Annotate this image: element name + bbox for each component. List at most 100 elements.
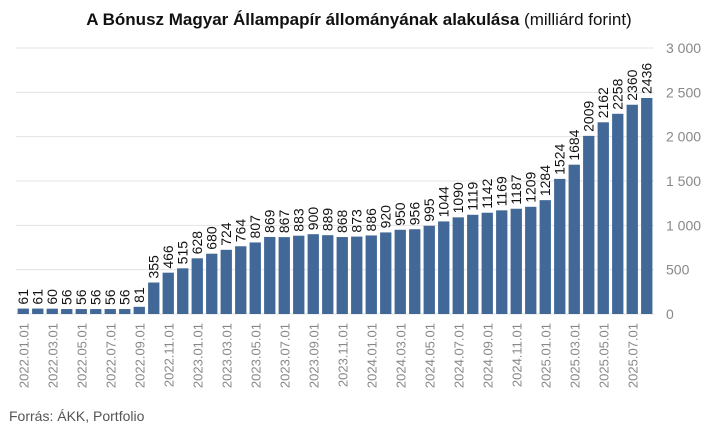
data-label: 764	[233, 219, 249, 243]
bar	[90, 309, 102, 314]
data-label: 867	[276, 210, 292, 234]
x-tick-label: 2023.03.01	[219, 323, 234, 388]
data-label: 883	[291, 208, 307, 232]
x-tick-label: 2025.05.01	[596, 323, 611, 388]
bar	[206, 253, 218, 314]
bar	[104, 309, 116, 314]
data-label: 900	[305, 207, 321, 231]
y-tick-label: 1 500	[666, 173, 701, 189]
data-label: 628	[189, 231, 205, 255]
bar	[220, 249, 232, 314]
x-tick-label: 2022.09.01	[132, 323, 147, 388]
data-label: 1684	[566, 129, 582, 160]
x-tick-label: 2023.05.01	[248, 323, 263, 388]
x-tick-label: 2025.01.01	[538, 323, 553, 388]
data-label: 2436	[639, 63, 655, 94]
x-tick-label: 2023.07.01	[277, 323, 292, 388]
bar	[467, 214, 479, 314]
data-label: 1142	[479, 178, 495, 208]
bar	[278, 237, 290, 314]
y-tick-label: 500	[666, 262, 690, 278]
x-tick-label: 2022.05.01	[74, 323, 89, 388]
bar	[249, 242, 261, 314]
bar	[235, 246, 247, 314]
data-label: 466	[160, 245, 176, 269]
chart-title: A Bónusz Magyar Állampapír állományának …	[0, 10, 718, 30]
source-note: Forrás: ÁKK, Portfolio	[9, 408, 145, 424]
bar	[423, 225, 435, 314]
data-label: 807	[247, 215, 263, 239]
data-label: 1119	[465, 182, 481, 211]
data-label: 81	[131, 287, 147, 303]
data-label: 56	[117, 289, 133, 305]
subtitle-text: (milliárd forint)	[524, 10, 632, 29]
bar	[481, 212, 493, 314]
y-tick-label: 2 000	[666, 129, 701, 145]
bar	[597, 122, 609, 314]
data-label: 724	[218, 222, 234, 246]
data-label: 950	[392, 202, 408, 226]
data-label: 56	[59, 289, 75, 305]
data-label: 680	[204, 226, 220, 250]
data-label: 1209	[523, 171, 539, 202]
data-label: 2258	[610, 78, 626, 109]
bar	[264, 236, 276, 314]
x-tick-label: 2024.07.01	[451, 323, 466, 388]
bar	[177, 268, 189, 314]
data-label: 56	[73, 289, 89, 305]
y-tick-label: 0	[666, 306, 674, 322]
bar	[75, 309, 87, 314]
data-label: 1284	[537, 165, 553, 196]
x-tick-label: 2023.11.01	[335, 323, 350, 387]
data-label: 1187	[508, 174, 524, 204]
data-label: 355	[146, 255, 162, 279]
bar	[539, 200, 551, 314]
data-label: 1044	[436, 186, 452, 217]
bar	[119, 309, 131, 314]
x-tick-label: 2024.09.01	[480, 323, 495, 388]
title-text: A Bónusz Magyar Állampapír állományának …	[86, 10, 520, 29]
data-label: 56	[88, 289, 104, 305]
data-label: 886	[363, 208, 379, 232]
x-tick-label: 2024.01.01	[364, 323, 379, 388]
bar	[191, 258, 203, 314]
bar	[554, 178, 566, 314]
data-label: 61	[15, 289, 31, 305]
bar	[568, 164, 580, 314]
bar	[162, 272, 174, 314]
bar	[365, 235, 377, 314]
bar	[438, 221, 450, 314]
bar	[496, 210, 508, 314]
bar	[409, 229, 421, 314]
y-tick-label: 3 000	[666, 40, 701, 56]
x-tick-label: 2023.09.01	[306, 323, 321, 388]
bar	[307, 234, 319, 314]
bar	[322, 235, 334, 314]
data-label: 995	[421, 198, 437, 222]
data-label: 873	[349, 209, 365, 233]
bar	[336, 237, 348, 314]
data-label: 869	[262, 209, 278, 233]
data-label: 1090	[450, 182, 466, 213]
data-label: 61	[30, 289, 46, 305]
bar	[394, 229, 406, 314]
bar	[525, 206, 537, 314]
x-tick-label: 2022.03.01	[45, 323, 60, 388]
bar	[148, 282, 160, 314]
data-label: 889	[320, 208, 336, 232]
x-tick-label: 2025.03.01	[567, 323, 582, 388]
bar	[612, 113, 624, 314]
bar	[17, 308, 29, 314]
data-label: 60	[44, 289, 60, 305]
bar	[510, 208, 522, 314]
x-tick-label: 2023.01.01	[190, 323, 205, 388]
data-label: 515	[175, 241, 191, 265]
x-tick-label: 2024.11.01	[509, 323, 524, 387]
bar	[133, 306, 145, 314]
x-tick-label: 2024.05.01	[422, 323, 437, 388]
data-label: 1524	[552, 144, 568, 175]
x-tick-label: 2022.07.01	[103, 323, 118, 388]
data-label: 868	[334, 209, 350, 233]
data-label: 920	[378, 205, 394, 229]
